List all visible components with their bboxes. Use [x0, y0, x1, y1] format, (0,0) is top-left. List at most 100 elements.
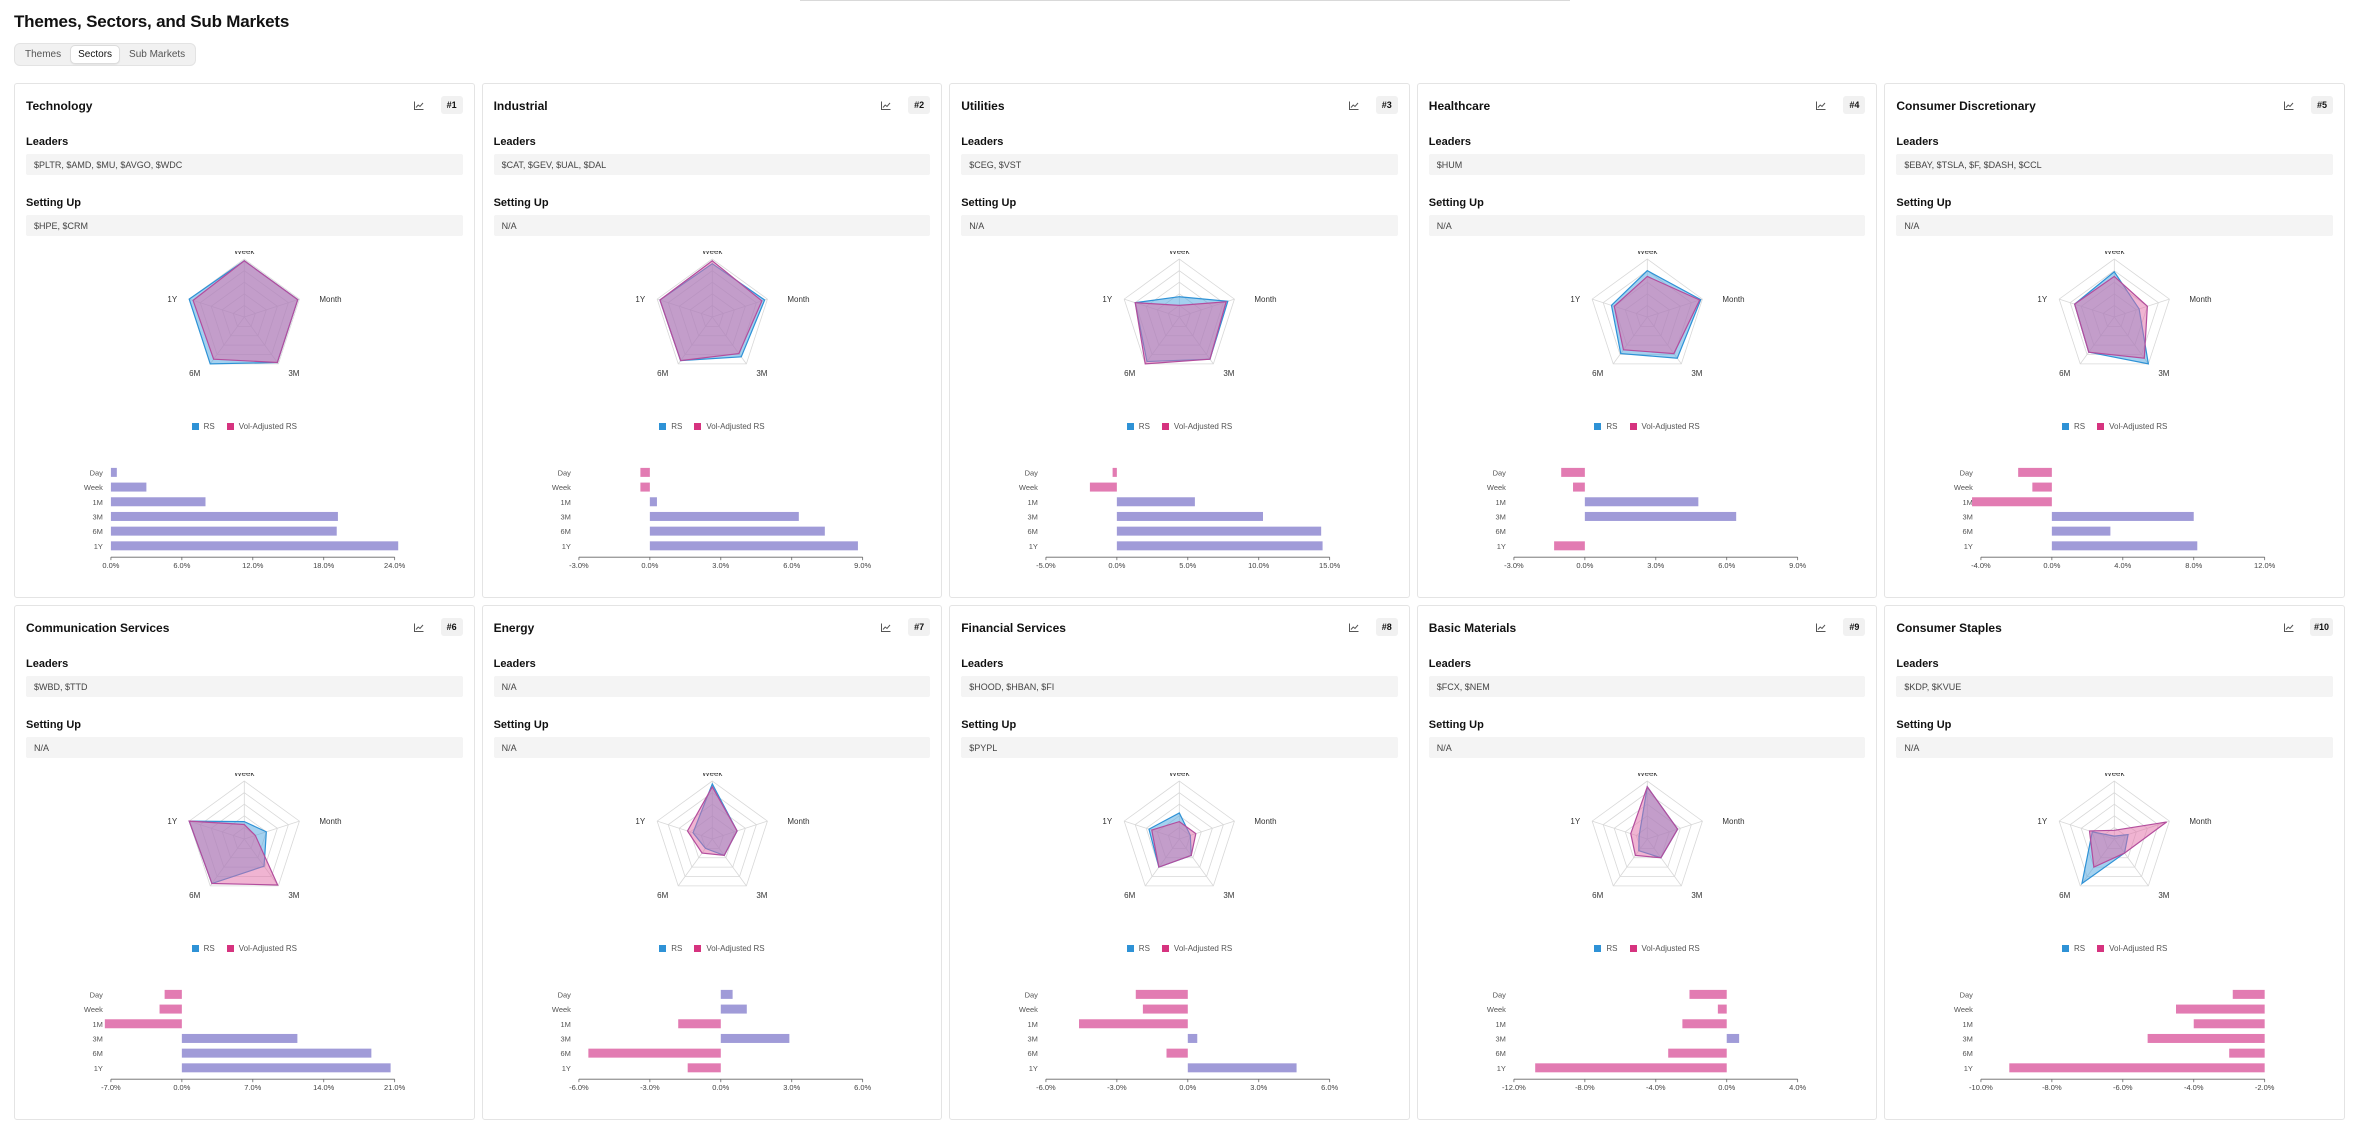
legend-label-rs: RS	[1138, 944, 1150, 953]
radar-axis-label: 6M	[189, 369, 200, 378]
radar-axis-label: Month	[2190, 295, 2212, 304]
chart-icon[interactable]	[878, 98, 894, 112]
radar-axis-label: 3M	[756, 369, 767, 378]
legend-swatch-rs	[2062, 423, 2069, 430]
legend-item-rs: RS	[1126, 422, 1150, 431]
legend-swatch-rs	[659, 945, 667, 952]
sector-title: Healthcare	[1428, 99, 1491, 113]
setting-up-label: Setting Up	[1428, 719, 1484, 731]
chart-icon[interactable]	[411, 98, 427, 112]
bar-day	[2018, 467, 2053, 477]
bar-week	[720, 1004, 747, 1014]
bar-week	[110, 482, 147, 492]
radar-chart: Week Month 3M 6M 1Y	[1103, 251, 1277, 378]
bar-category-label: 6M	[1963, 1049, 1973, 1058]
chart-icon[interactable]	[2281, 98, 2297, 112]
radar-grid-ring	[656, 258, 768, 365]
bar-6m	[649, 526, 825, 536]
bar-x-tick-label: -6.0%	[569, 1083, 589, 1092]
radar-axis-label: Month	[319, 817, 341, 826]
tab-sectors[interactable]: Sectors	[70, 45, 121, 64]
setting-up-value: N/A	[1896, 215, 2333, 236]
bar-6m	[1117, 526, 1322, 536]
legend-swatch-vol-rs	[2097, 423, 2105, 430]
bar-week	[639, 482, 650, 492]
bar-x-tick-label: 8.0%	[2186, 561, 2203, 570]
bar-category-label: Week	[1487, 1005, 1506, 1014]
legend-item-vol-rs: Vol-Adjusted RS	[1161, 944, 1232, 953]
bar-category-label: 3M	[560, 1034, 570, 1043]
bar-x-tick-label: 24.0%	[384, 561, 406, 570]
bar-category-label: Day	[1960, 468, 1974, 477]
legend-label-vol-rs: Vol-Adjusted RS	[238, 422, 297, 431]
bar-category-label: 6M	[93, 527, 103, 536]
legend-label-vol-rs: Vol-Adjusted RS	[1173, 422, 1233, 431]
legend-label-vol-rs: Vol-Adjusted RS	[2109, 422, 2168, 431]
tab-sub-markets[interactable]: Sub Markets	[129, 49, 186, 60]
radar-series-vol-rs	[1151, 820, 1197, 868]
radar-series-vol-rs	[2089, 821, 2168, 869]
legend-label-rs: RS	[1138, 422, 1150, 431]
setting-up-value: N/A	[1896, 737, 2333, 758]
bar-category-label: Week	[1019, 483, 1038, 492]
legend-swatch-rs	[2062, 945, 2069, 952]
bar-x-tick-label: -10.0%	[1969, 1083, 1993, 1092]
radar-grid-ring	[2070, 792, 2160, 877]
bar-1m	[110, 497, 206, 507]
sector-card: Financial Services #8 Leaders $HOOD, $HB…	[949, 605, 1410, 1120]
legend-swatch-vol-rs	[226, 945, 234, 952]
radar-axis-label: 3M	[288, 891, 299, 900]
radar-grid-ring	[1591, 258, 1703, 365]
radar-legend: RS Vol-Adjusted RS	[15, 422, 474, 431]
radar-axis-label: 1Y	[167, 295, 177, 304]
radar-axis-label: 3M	[1691, 369, 1702, 378]
radar-axis-label: 6M	[1124, 891, 1135, 900]
page-title: Themes, Sectors, and Sub Markets	[14, 12, 290, 31]
bar-x-tick-label: 0.0%	[712, 1083, 729, 1092]
bar-chart: Day Week 1M 3M 6M 1Y -3.0% 0.0% 3.0% 6.0% 9.0%	[1487, 467, 1806, 570]
bar-week	[1143, 1004, 1188, 1014]
radar-axis-label: 3M	[2159, 369, 2170, 378]
bar-category-label: 1M	[560, 1020, 570, 1029]
legend-item-vol-rs: Vol-Adjusted RS	[694, 944, 765, 953]
bar-6m	[587, 1048, 721, 1058]
radar-series-vol-rs	[192, 260, 299, 364]
radar-chart: Week Month 3M 6M 1Y	[167, 251, 341, 378]
bar-1m	[677, 1019, 721, 1029]
leaders-label: Leaders	[961, 658, 1004, 670]
bar-category-label: Day	[1025, 468, 1039, 477]
chart-icon[interactable]	[1346, 98, 1362, 112]
bar-x-tick-label: 0.0%	[641, 561, 658, 570]
bar-category-label: Week	[1019, 1005, 1038, 1014]
radar-axis-label: 1Y	[2038, 817, 2048, 826]
bar-x-tick-label: -4.0%	[1646, 1083, 1666, 1092]
radar-axis-label: 6M	[657, 891, 668, 900]
sector-title: Consumer Discretionary	[1896, 99, 2036, 113]
chart-icon[interactable]	[1813, 98, 1829, 112]
chart-icon[interactable]	[2281, 620, 2297, 634]
legend-swatch-vol-rs	[694, 423, 702, 430]
radar-series-vol-rs	[1134, 301, 1228, 365]
bar-category-label: 6M	[1028, 1049, 1038, 1058]
chart-icon[interactable]	[1813, 620, 1829, 634]
setting-up-label: Setting Up	[493, 197, 549, 209]
radar-axis-label: 6M	[1592, 369, 1603, 378]
leaders-label: Leaders	[26, 136, 69, 148]
bar-day	[1689, 989, 1727, 999]
legend-swatch-vol-rs	[226, 423, 234, 430]
rank-badge: #8	[1375, 618, 1398, 636]
tab-themes[interactable]: Themes	[25, 49, 62, 60]
legend-label-rs: RS	[203, 422, 215, 431]
chart-icon[interactable]	[878, 620, 894, 634]
chart-icon[interactable]	[411, 620, 427, 634]
radar-axis-label: 6M	[2060, 891, 2071, 900]
bar-category-label: Week	[1954, 1005, 1973, 1014]
radar-axis-label: 1Y	[635, 295, 645, 304]
setting-up-label: Setting Up	[26, 719, 81, 731]
chart-icon[interactable]	[1346, 620, 1362, 634]
bar-day	[720, 989, 733, 999]
bar-category-label: 1M	[93, 1020, 103, 1029]
legend-label-vol-rs: Vol-Adjusted RS	[238, 944, 297, 953]
bar-1y	[687, 1063, 721, 1073]
bar-x-tick-label: 0.0%	[173, 1083, 190, 1092]
